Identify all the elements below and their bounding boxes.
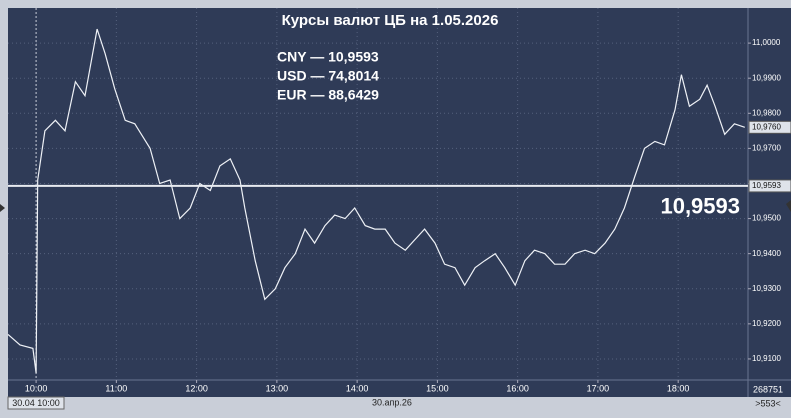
x-tick-label: 12:00	[185, 383, 208, 393]
price-line	[7, 28, 745, 374]
volume-label: 268751	[753, 384, 783, 394]
y-tick-label: 10,9100	[752, 354, 781, 363]
y-tick-label: 10,9700	[752, 143, 781, 152]
annotation: CNY — 10,9593	[277, 49, 379, 65]
marks	[7, 28, 745, 374]
marker-triangle	[0, 204, 5, 212]
last-price-box	[748, 120, 791, 134]
cursor-label: 30.04 10:00	[12, 398, 60, 408]
date-label: 30.апр.26	[372, 397, 412, 407]
marker-triangle	[786, 200, 791, 212]
x-tick-label: 18:00	[667, 383, 690, 393]
y-tick-label: 10,9800	[752, 108, 781, 117]
chart-title: Курсы валют ЦБ на 1.05.2026	[282, 12, 499, 29]
count-label: >553<	[755, 398, 781, 408]
x-tick-label: 15:00	[426, 383, 449, 393]
grid	[8, 8, 748, 380]
cursor-box	[7, 396, 65, 410]
reference-box	[748, 179, 791, 193]
last-price-label: 10,9760	[752, 122, 781, 131]
x-tick-label: 16:00	[506, 383, 529, 393]
annotation: USD — 74,8014	[277, 68, 379, 84]
y-tick-label: 10,9500	[752, 214, 781, 223]
y-tick-label: 11,0000	[752, 38, 781, 47]
x-tick-label: 14:00	[346, 383, 369, 393]
x-tick-label: 10:00	[25, 383, 48, 393]
x-tick-label: 11:00	[105, 383, 127, 393]
x-tick-label: 17:00	[587, 383, 610, 393]
annotation: EUR — 88,6429	[277, 87, 379, 103]
y-tick-label: 10,9400	[752, 249, 781, 258]
y-tick-label: 10,9300	[752, 284, 781, 293]
reference-big-label: 10,9593	[660, 194, 740, 219]
x-tick-label: 13:00	[266, 383, 289, 393]
y-tick-label: 10,9900	[752, 73, 781, 82]
reference-label: 10,9593	[752, 181, 781, 190]
plot-background	[8, 8, 791, 397]
y-tick-label: 10,9200	[752, 319, 781, 328]
